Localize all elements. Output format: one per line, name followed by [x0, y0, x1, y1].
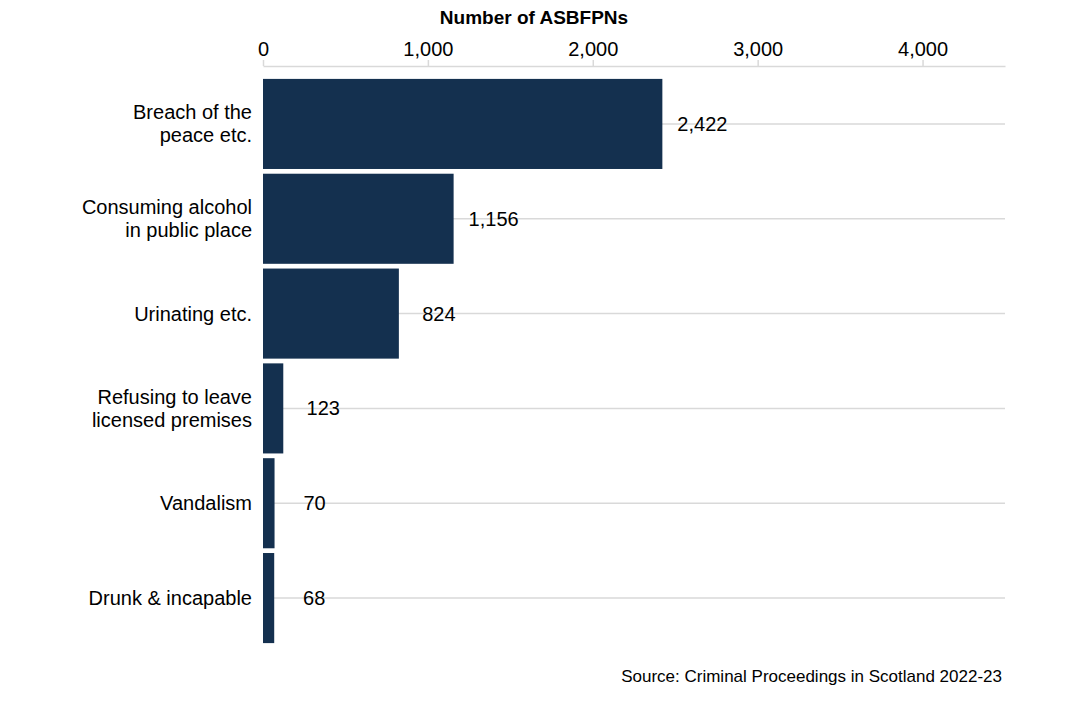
tick: Vandalism	[160, 492, 263, 514]
tick-label: 3,000	[733, 38, 783, 60]
data-label: 70	[303, 492, 325, 514]
tick: Consuming alcoholin public place	[82, 196, 263, 241]
bar	[263, 458, 275, 548]
tick-label-line: licensed premises	[92, 409, 252, 431]
data-label: 2,422	[677, 113, 727, 135]
tick: 4,000	[898, 38, 948, 66]
tick-mark	[263, 60, 265, 66]
tick-mark	[593, 60, 595, 66]
tick-label-line: Vandalism	[160, 492, 252, 514]
x-axis: 0 1,000 2,000 3,000 4,000	[258, 38, 1006, 67]
grid-line	[263, 408, 1005, 410]
tick-label: Consuming alcoholin public place	[82, 196, 252, 241]
grid	[263, 124, 1005, 598]
data-labels: 2,422 1,156 824 123 70 68	[303, 113, 727, 609]
tick: Urinating etc.	[134, 303, 263, 325]
tick-mark	[922, 60, 924, 66]
bar	[263, 174, 454, 264]
tick: 2,000	[568, 38, 618, 66]
bar	[263, 79, 662, 169]
data-label: 824	[422, 303, 455, 325]
tick-label-line: Refusing to leave	[97, 386, 252, 408]
tick-label: Vandalism	[160, 492, 252, 514]
tick-label-line: Drunk & incapable	[89, 587, 252, 609]
tick-label-line: Consuming alcohol	[82, 196, 252, 218]
data-label: 123	[307, 397, 340, 419]
tick: Refusing to leavelicensed premises	[92, 386, 263, 431]
data-label: 1,156	[469, 208, 519, 230]
bar	[263, 553, 274, 643]
tick-label: 2,000	[568, 38, 618, 60]
tick-mark	[428, 60, 430, 66]
bar	[263, 269, 399, 359]
axis-title: Number of ASBFPNs	[440, 7, 628, 28]
chart: 2,422 1,156 824 123 70 68 0 1,000 2,000 3,000 4,00…	[0, 0, 1072, 706]
tick-label: Drunk & incapable	[89, 587, 252, 609]
tick-label-line: in public place	[125, 219, 252, 241]
tick-label: Urinating etc.	[134, 303, 252, 325]
tick-label-line: Urinating etc.	[134, 303, 252, 325]
y-axis: Breach of thepeace etc. Consuming alcohol…	[82, 101, 263, 609]
grid-line	[263, 597, 1005, 599]
tick-label-line: peace etc.	[160, 124, 252, 146]
axis-line	[264, 66, 1006, 68]
bars	[263, 79, 662, 643]
tick-label: 1,000	[403, 38, 453, 60]
bar	[263, 363, 283, 453]
tick: Drunk & incapable	[89, 587, 263, 609]
grid-line	[263, 502, 1005, 504]
tick-label: Breach of thepeace etc.	[133, 101, 252, 146]
tick-label: Refusing to leavelicensed premises	[92, 386, 252, 431]
tick-label-line: Breach of the	[133, 101, 252, 123]
tick: Breach of thepeace etc.	[133, 101, 263, 146]
tick-label: 0	[258, 38, 269, 60]
tick-mark	[757, 60, 759, 66]
tick-label: 4,000	[898, 38, 948, 60]
tick: 3,000	[733, 38, 783, 66]
tick: 1,000	[403, 38, 453, 66]
tick: 0	[258, 38, 269, 66]
data-label: 68	[303, 587, 325, 609]
annotation: Source: Criminal Proceedings in Scotland…	[621, 667, 1002, 686]
